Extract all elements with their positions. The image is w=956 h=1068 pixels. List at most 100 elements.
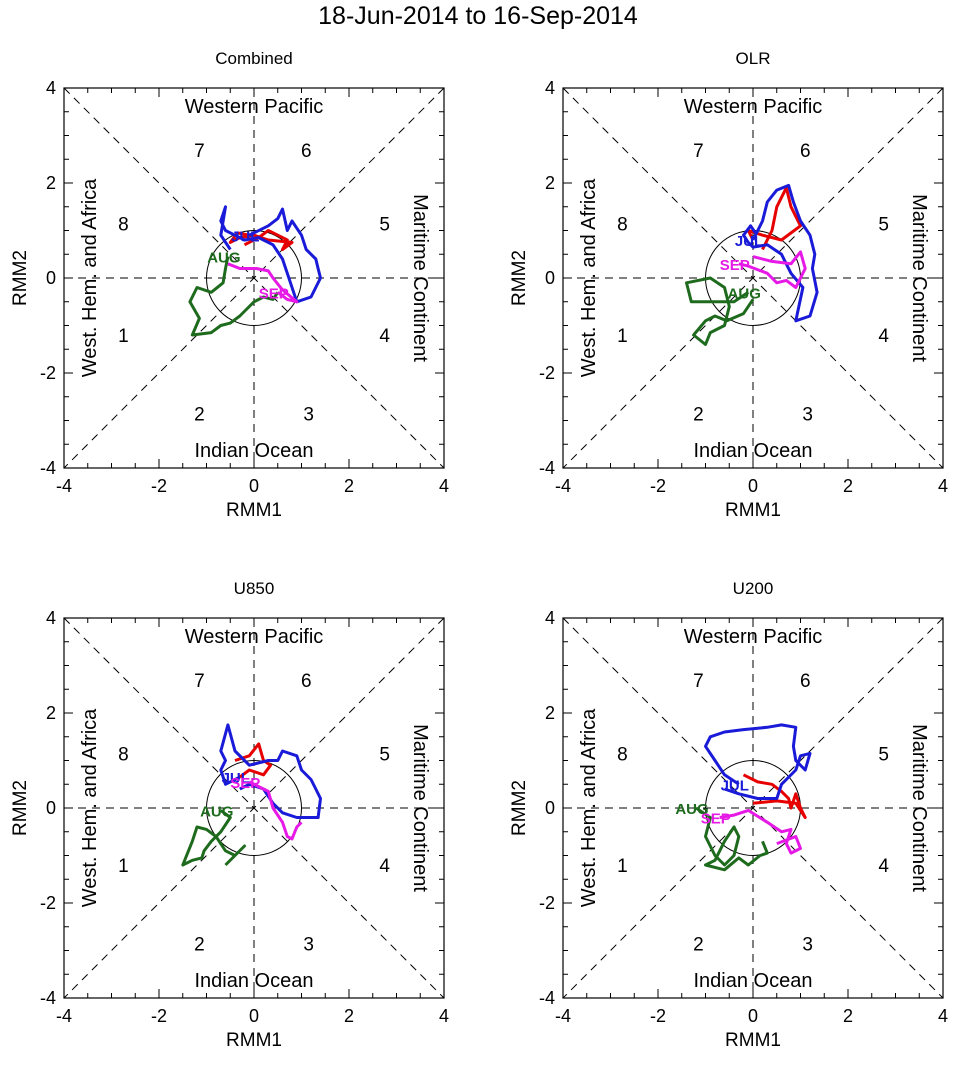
region-label-top: Western Pacific <box>185 96 324 118</box>
phase-label-5: 5 <box>379 214 390 235</box>
region-label-bottom: Indian Ocean <box>694 970 813 992</box>
phase-label-1: 1 <box>617 326 628 347</box>
unit-circle <box>206 760 302 856</box>
x-tick-label: 4 <box>439 1006 449 1026</box>
x-tick-label: -4 <box>56 476 72 496</box>
trajectory-jul <box>219 205 322 304</box>
phase-label-4: 4 <box>379 856 390 877</box>
phase-label-7: 7 <box>194 141 205 162</box>
month-label-aug: AUG <box>728 285 761 302</box>
month-label-jul: JUL <box>231 228 259 245</box>
trajectory-aug <box>188 256 280 337</box>
phase-label-2: 2 <box>693 404 704 425</box>
trajectory-jun <box>234 742 273 779</box>
phase-label-5: 5 <box>878 214 889 235</box>
x-tick-label: -4 <box>555 476 571 496</box>
x-tick-label: 0 <box>249 476 259 496</box>
region-label-left: West. Hem. and Africa <box>79 178 101 377</box>
x-tick-label: 0 <box>748 1006 758 1026</box>
y-tick-label: -2 <box>539 893 555 913</box>
chart-panel-u850: U850 -4 -2 0 2 4 -4 -2 0 2 4 RMM1 RMM2 Western Pacifi… <box>10 579 449 1051</box>
month-label-aug: AUG <box>207 250 240 267</box>
phase-label-5: 5 <box>878 744 889 765</box>
x-tick-label: 2 <box>344 1006 354 1026</box>
y-tick-label: 4 <box>46 78 56 98</box>
y-tick-label: 2 <box>545 173 555 193</box>
y-tick-label: -4 <box>539 988 555 1008</box>
y-tick-label: 4 <box>545 608 555 628</box>
y-tick-label: -4 <box>40 458 56 478</box>
chart-panel-combined: Combined -4 -2 0 2 4 -4 -2 0 2 4 RMM1 RMM2 Western Pa… <box>10 49 449 521</box>
y-axis-label: RMM2 <box>10 780 31 836</box>
unit-circle <box>206 230 302 326</box>
y-tick-label: -2 <box>40 893 56 913</box>
phase-label-4: 4 <box>878 326 889 347</box>
phase-label-2: 2 <box>693 934 704 955</box>
x-tick-label: -2 <box>151 476 167 496</box>
phase-label-1: 1 <box>617 856 628 877</box>
month-label-jul: JUL <box>735 233 763 250</box>
x-tick-label: 2 <box>344 476 354 496</box>
main-title: 18-Jun-2014 to 16-Sep-2014 <box>318 2 638 30</box>
y-tick-label: 4 <box>545 78 555 98</box>
month-label-sep: SEP <box>259 285 289 302</box>
phase-label-2: 2 <box>194 934 205 955</box>
y-tick-label: 0 <box>46 268 56 288</box>
region-label-top: Western Pacific <box>684 626 823 648</box>
phase-label-3: 3 <box>802 934 813 955</box>
phase-label-8: 8 <box>118 744 129 765</box>
trajectory-sep <box>738 250 807 289</box>
y-tick-label: 0 <box>46 798 56 818</box>
region-label-right: Maritime Continent <box>409 724 431 892</box>
y-tick-label: -2 <box>539 363 555 383</box>
region-label-left: West. Hem. and Africa <box>578 708 600 907</box>
x-axis-label: RMM1 <box>226 500 282 521</box>
x-axis-label: RMM1 <box>226 1030 282 1051</box>
trajectory-sep <box>719 808 802 855</box>
month-label-aug: AUG <box>675 801 708 818</box>
trajectory-jul <box>219 723 322 819</box>
month-label-jul: JUL <box>721 777 749 794</box>
y-tick-label: 2 <box>46 173 56 193</box>
phase-label-3: 3 <box>303 404 314 425</box>
chart-panel-olr: OLR -4 -2 0 2 4 -4 -2 0 2 4 RMM1 RMM2 Western Pacific… <box>509 49 948 521</box>
y-tick-label: 2 <box>545 703 555 723</box>
panel-title: Combined <box>215 49 293 68</box>
x-tick-label: 4 <box>439 476 449 496</box>
phase-label-2: 2 <box>194 404 205 425</box>
phase-label-8: 8 <box>617 214 628 235</box>
month-label-aug: AUG <box>200 803 233 820</box>
month-label-jul: JUL <box>222 770 250 787</box>
y-tick-label: 4 <box>46 608 56 628</box>
x-axis-label: RMM1 <box>725 1030 781 1051</box>
phase-label-7: 7 <box>194 671 205 692</box>
trajectory-sep <box>248 780 303 841</box>
x-tick-label: -4 <box>555 1006 571 1026</box>
phase-label-7: 7 <box>693 141 704 162</box>
phase-label-4: 4 <box>379 326 390 347</box>
phase-label-1: 1 <box>118 856 129 877</box>
phase-label-3: 3 <box>802 404 813 425</box>
y-axis-label: RMM2 <box>509 250 530 306</box>
phase-label-6: 6 <box>800 141 811 162</box>
region-label-bottom: Indian Ocean <box>195 440 314 462</box>
trajectory-jun <box>228 229 294 251</box>
x-tick-label: 4 <box>938 1006 948 1026</box>
phase-label-6: 6 <box>301 141 312 162</box>
y-tick-label: 0 <box>545 798 555 818</box>
month-label-sep: SEP <box>701 811 731 828</box>
y-tick-label: -4 <box>539 458 555 478</box>
region-label-right: Maritime Continent <box>908 724 930 892</box>
x-tick-label: -2 <box>650 476 666 496</box>
panel-title: OLR <box>736 49 771 68</box>
x-tick-label: 2 <box>843 476 853 496</box>
x-tick-label: 4 <box>938 476 948 496</box>
x-axis-label: RMM1 <box>725 500 781 521</box>
phase-label-6: 6 <box>301 671 312 692</box>
phase-label-7: 7 <box>693 671 704 692</box>
region-label-bottom: Indian Ocean <box>694 440 813 462</box>
trajectory-jul <box>742 183 819 323</box>
panel-title: U200 <box>733 579 774 598</box>
phase-label-5: 5 <box>379 744 390 765</box>
x-tick-label: 0 <box>748 476 758 496</box>
